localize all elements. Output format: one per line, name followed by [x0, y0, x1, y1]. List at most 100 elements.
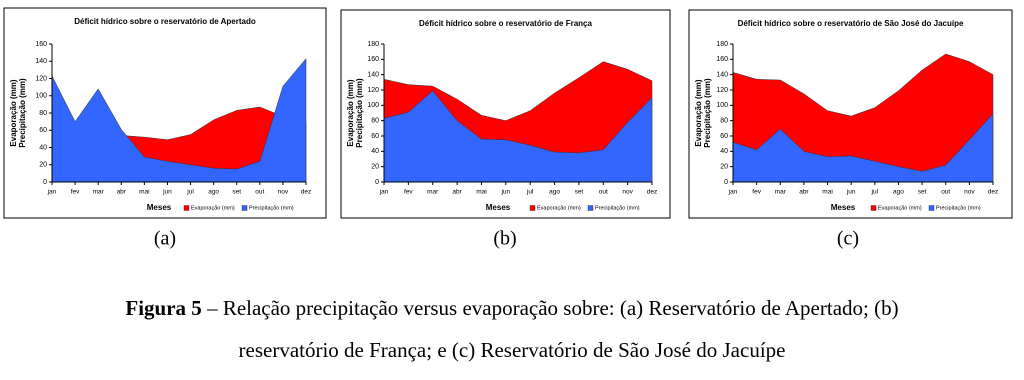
y-tick-label: 80 [371, 118, 379, 125]
y-tick-label: 0 [43, 179, 47, 186]
legend-label: Evaporação (mm) [537, 205, 581, 211]
y-tick-label: 20 [371, 164, 379, 171]
y-tick-label: 100 [716, 102, 728, 109]
x-tick-label: nov [278, 189, 289, 196]
x-tick-label: mar [775, 189, 787, 196]
y-tick-label: 180 [716, 41, 728, 48]
y-tick-label: 20 [720, 164, 728, 171]
legend-swatch [529, 205, 536, 211]
y-tick-label: 20 [39, 162, 47, 169]
x-tick-label: jun [500, 189, 510, 196]
legend-label: Evaporação (mm) [191, 205, 235, 211]
y-tick-label: 160 [367, 56, 379, 63]
x-tick-label: fev [71, 189, 80, 196]
legend-swatch [183, 205, 190, 211]
x-tick-label: nov [964, 189, 975, 196]
x-tick-label: fev [752, 189, 761, 196]
x-tick-label: mai [476, 189, 486, 196]
y-tick-label: 40 [720, 148, 728, 155]
y-tick-label: 140 [35, 58, 47, 65]
legend-swatch [870, 205, 877, 211]
y-axis-label: Evaporação (mm) [346, 79, 355, 146]
y-tick-label: 80 [720, 118, 728, 125]
chart-title: Déficit hídrico sobre o reservatório de … [738, 19, 964, 28]
legend-label: Precipitação (mm) [595, 205, 640, 211]
y-tick-label: 40 [39, 144, 47, 151]
x-tick-label: jun [162, 189, 172, 196]
x-tick-label: mar [93, 189, 105, 196]
x-tick-label: out [599, 189, 608, 196]
y-tick-label: 120 [35, 75, 47, 82]
x-tick-label: jan [47, 189, 57, 196]
legend-label: Evaporação (mm) [878, 205, 922, 211]
y-tick-label: 40 [371, 148, 379, 155]
area [51, 57, 307, 183]
x-tick-label: ago [208, 189, 219, 196]
x-tick-label: jul [871, 189, 879, 196]
y-tick-label: 60 [371, 133, 379, 140]
caption-line: Figura 5 – Relação precipitação versus e… [125, 296, 898, 320]
legend-label: Precipitação (mm) [936, 205, 981, 211]
y-tick-label: 60 [39, 127, 47, 134]
x-tick-label: dez [988, 189, 998, 196]
panel-label: (c) [837, 228, 859, 250]
x-tick-label: set [575, 189, 584, 196]
y-axis-label: Evaporação (mm) [9, 79, 18, 146]
x-tick-label: out [255, 189, 264, 196]
y-axis-label: Evaporação (mm) [694, 79, 703, 146]
y-tick-label: 180 [367, 41, 379, 48]
x-tick-label: abr [452, 189, 462, 196]
x-axis-label: Meses [147, 203, 172, 212]
x-tick-label: mai [822, 189, 832, 196]
chart-title: Déficit hídrico sobre o reservatório de … [74, 17, 256, 26]
y-tick-label: 0 [724, 179, 728, 186]
y-axis-label: Precipitação (mm) [355, 78, 364, 148]
panel-label: (b) [493, 228, 516, 250]
legend-label: Precipitação (mm) [249, 205, 294, 211]
x-tick-label: set [232, 189, 241, 196]
caption-line: reservatório de França; e (c) Reservatór… [239, 338, 786, 362]
legend-swatch [928, 205, 935, 211]
y-tick-label: 160 [35, 41, 47, 48]
area [383, 90, 653, 183]
legend-swatch [587, 205, 594, 211]
x-tick-label: jan [379, 189, 389, 196]
x-tick-label: fev [404, 189, 413, 196]
y-tick-label: 60 [720, 133, 728, 140]
y-tick-label: 100 [367, 102, 379, 109]
caption-text: – Relação precipitação versus evaporação… [202, 296, 899, 320]
x-tick-label: abr [117, 189, 127, 196]
x-tick-label: dez [647, 189, 657, 196]
x-tick-label: jul [526, 189, 534, 196]
panel-label: (a) [154, 228, 176, 250]
y-tick-label: 80 [39, 110, 47, 117]
x-tick-label: jan [728, 189, 738, 196]
y-axis-label: Precipitação (mm) [703, 78, 712, 148]
x-axis-label: Meses [831, 203, 856, 212]
y-tick-label: 140 [716, 72, 728, 79]
x-tick-label: jun [846, 189, 856, 196]
x-axis-label: Meses [486, 203, 511, 212]
y-axis-label: Precipitação (mm) [18, 78, 27, 148]
y-tick-label: 120 [367, 87, 379, 94]
x-tick-label: set [918, 189, 927, 196]
legend-swatch [241, 205, 248, 211]
x-tick-label: dez [301, 189, 311, 196]
y-tick-label: 160 [716, 56, 728, 63]
caption-label: Figura 5 [125, 296, 201, 320]
x-tick-label: mar [427, 189, 439, 196]
x-tick-label: abr [799, 189, 809, 196]
y-tick-label: 0 [375, 179, 379, 186]
y-tick-label: 120 [716, 87, 728, 94]
x-tick-label: out [941, 189, 950, 196]
chart-title: Déficit hídrico sobre o reservatório de … [419, 19, 592, 28]
x-tick-label: jul [186, 189, 194, 196]
x-tick-label: mai [139, 189, 149, 196]
area [732, 113, 994, 183]
y-tick-label: 100 [35, 93, 47, 100]
x-tick-label: ago [893, 189, 904, 196]
x-tick-label: ago [549, 189, 560, 196]
x-tick-label: nov [622, 189, 633, 196]
y-tick-label: 140 [367, 72, 379, 79]
